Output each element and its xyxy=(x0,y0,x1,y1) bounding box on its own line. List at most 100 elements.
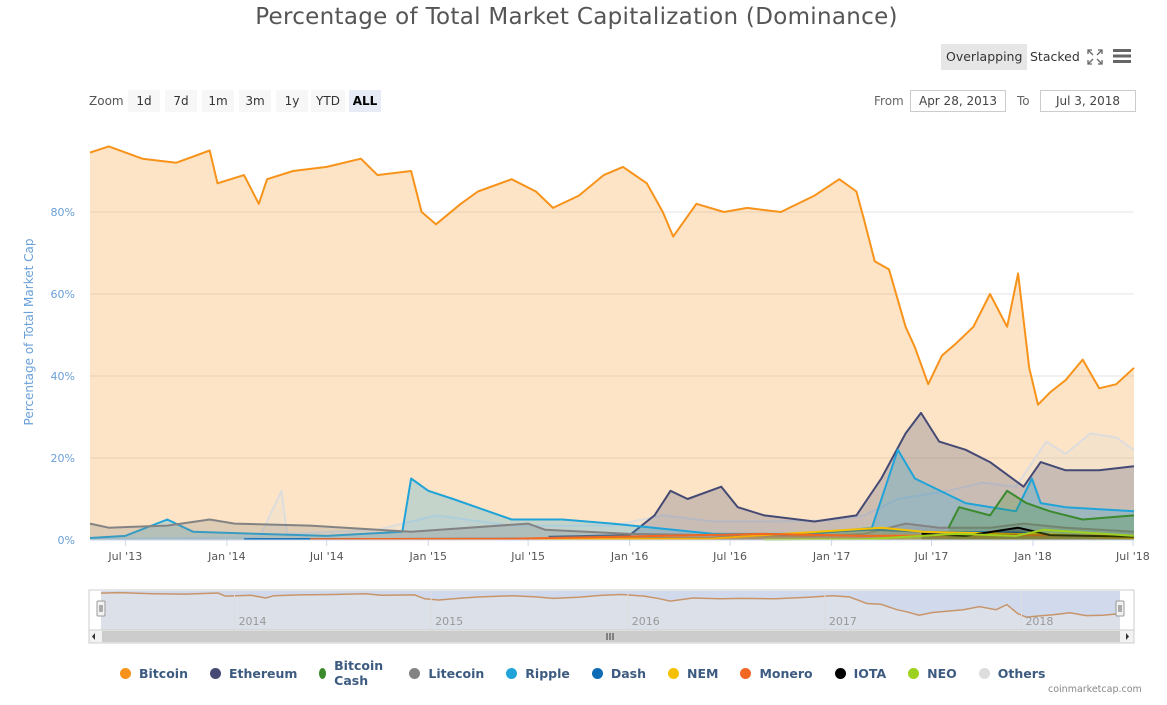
legend-marker xyxy=(978,667,990,679)
overlapping-button[interactable]: Overlapping xyxy=(941,44,1028,70)
to-date-input[interactable]: Jul 3, 2018 xyxy=(1040,90,1136,112)
legend-item-bitcoin-cash[interactable]: Bitcoin Cash xyxy=(319,658,387,688)
to-label: To xyxy=(1017,94,1030,108)
x-tick-label: Jul '15 xyxy=(510,550,545,563)
legend-marker xyxy=(120,667,131,679)
series-ethereum[interactable] xyxy=(548,411,1135,540)
legend-label: Monero xyxy=(759,665,813,681)
x-tick-label: Jan '17 xyxy=(812,550,850,563)
legend-label: Litecoin xyxy=(428,665,485,681)
navigator-tick-label: 2016 xyxy=(632,615,660,628)
line-others xyxy=(89,432,1135,540)
from-date-input[interactable]: Apr 28, 2013 xyxy=(910,90,1006,112)
series-others[interactable] xyxy=(89,432,1135,540)
area-bitcoin xyxy=(90,146,1134,540)
legend-item-litecoin[interactable]: Litecoin xyxy=(409,658,484,688)
y-tick-label: 20% xyxy=(51,452,75,465)
y-tick-label: 0% xyxy=(58,534,75,547)
navigator-left-handle[interactable] xyxy=(96,600,106,617)
area-monero xyxy=(310,533,1134,540)
series-bitcoin-cash[interactable] xyxy=(947,489,1135,540)
x-tick-label: Jul '17 xyxy=(914,550,949,563)
navigator-tick-label: 2017 xyxy=(829,615,857,628)
legend-item-monero[interactable]: Monero xyxy=(740,658,813,688)
x-tick-label: Jul '16 xyxy=(712,550,747,563)
line-litecoin xyxy=(89,518,1135,537)
navigator-tick-label: 2018 xyxy=(1025,615,1053,628)
x-tick-label: Jan '18 xyxy=(1013,550,1051,563)
series-bitcoin[interactable] xyxy=(89,145,1135,540)
navigator-right-handle[interactable] xyxy=(1115,600,1125,617)
legend-item-neo[interactable]: NEO xyxy=(908,658,957,688)
area-ethereum xyxy=(548,412,1134,540)
legend-item-nem[interactable]: NEM xyxy=(668,658,718,688)
zoom-button-1d[interactable]: 1d xyxy=(128,90,160,112)
hamburger-menu-icon[interactable] xyxy=(1113,48,1131,64)
line-monero xyxy=(310,532,1135,541)
y-tick-label: 40% xyxy=(51,370,75,383)
credit-link[interactable]: coinmarketcap.com xyxy=(1048,684,1142,695)
x-tick-label: Jul '14 xyxy=(309,550,344,563)
fullscreen-icon[interactable] xyxy=(1087,49,1103,65)
legend-item-bitcoin[interactable]: Bitcoin xyxy=(120,658,188,688)
y-axis-title: Percentage of Total Market Cap xyxy=(22,239,36,426)
legend-item-ethereum[interactable]: Ethereum xyxy=(209,658,298,688)
navigator-scrollbar-thumb[interactable] xyxy=(102,631,1120,642)
legend-label: NEO xyxy=(927,665,957,681)
legend-marker xyxy=(668,667,680,679)
legend-marker xyxy=(506,667,518,679)
x-tick-label: Jan '15 xyxy=(409,550,447,563)
navigator[interactable]: 2014 2015 2016 2017 2018 xyxy=(88,589,1135,644)
y-tick-label: 60% xyxy=(51,288,75,301)
zoom-button-all[interactable]: ALL xyxy=(349,90,381,112)
line-bitcoin-cash xyxy=(947,489,1135,529)
legend-label: Ripple xyxy=(525,665,570,681)
navigator-area xyxy=(101,592,1120,630)
stacked-button[interactable]: Stacked xyxy=(1030,49,1080,64)
legend-item-iota[interactable]: IOTA xyxy=(834,658,887,688)
legend: Bitcoin Ethereum Bitcoin Cash Litecoin Rippl… xyxy=(120,658,1045,688)
zoom-button-1m[interactable]: 1m xyxy=(202,90,234,112)
zoom-button-3m[interactable]: 3m xyxy=(239,90,271,112)
navigator-line xyxy=(100,591,1121,618)
line-iota xyxy=(921,526,1135,538)
scroll-left-arrow-icon[interactable] xyxy=(92,633,95,640)
series-monero[interactable] xyxy=(310,532,1135,541)
chart-title: Percentage of Total Market Capitalizatio… xyxy=(255,4,898,30)
legend-marker xyxy=(740,667,752,679)
legend-item-others[interactable]: Others xyxy=(978,658,1046,688)
line-ethereum xyxy=(548,411,1135,538)
legend-marker xyxy=(834,667,846,679)
legend-item-dash[interactable]: Dash xyxy=(591,658,647,688)
legend-label: Dash xyxy=(610,665,647,681)
legend-label: Others xyxy=(997,665,1046,681)
y-tick-label: 80% xyxy=(51,206,75,219)
zoom-button-1y[interactable]: 1y xyxy=(276,90,308,112)
legend-marker xyxy=(409,667,421,679)
legend-label: Ethereum xyxy=(228,665,298,681)
series-neo[interactable] xyxy=(764,528,1135,541)
line-bitcoin xyxy=(89,145,1135,406)
legend-label: IOTA xyxy=(853,665,887,681)
legend-label: Bitcoin xyxy=(139,665,188,681)
legend-item-ripple[interactable]: Ripple xyxy=(506,658,570,688)
zoom-button-ytd[interactable]: YTD xyxy=(311,90,345,112)
legend-marker xyxy=(591,667,603,679)
x-tick-label: Jul '13 xyxy=(107,550,142,563)
legend-label: Bitcoin Cash xyxy=(334,658,384,688)
legend-marker xyxy=(209,667,221,679)
x-tick-label: Jul '18 xyxy=(1115,550,1150,563)
line-ripple xyxy=(89,448,1135,539)
legend-marker xyxy=(908,667,920,679)
scroll-right-arrow-icon[interactable] xyxy=(1126,633,1129,640)
zoom-button-7d[interactable]: 7d xyxy=(165,90,197,112)
from-label: From xyxy=(874,94,904,108)
x-tick-label: Jan '16 xyxy=(610,550,648,563)
navigator-tick-label: 2014 xyxy=(239,615,267,628)
line-nem xyxy=(477,526,1135,541)
line-neo xyxy=(764,528,1135,541)
legend-marker xyxy=(319,667,327,679)
legend-label: NEM xyxy=(687,665,719,681)
area-others xyxy=(90,433,1134,540)
